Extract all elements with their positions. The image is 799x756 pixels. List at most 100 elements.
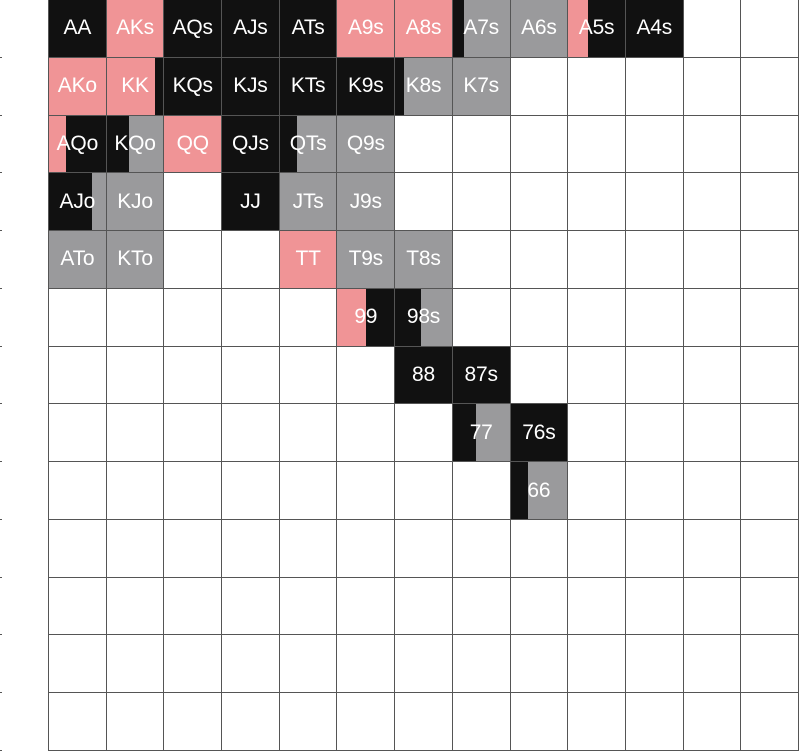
hand-label: KQo [114, 131, 156, 155]
hand-cell: J9s [337, 173, 396, 232]
frequency-segment [452, 404, 476, 462]
empty-cell [568, 173, 626, 232]
hand-label: A8s [405, 16, 442, 40]
hand-cell: 77 [452, 404, 511, 463]
empty-cell [395, 519, 453, 578]
empty-cell [510, 173, 569, 232]
frequency-segment [403, 57, 452, 115]
frequency-segment [279, 57, 337, 115]
empty-cell [452, 635, 511, 694]
hand-cell: K8s [395, 57, 453, 116]
edge-tick [0, 230, 2, 231]
empty-cell [164, 346, 223, 405]
hand-label: QJs [232, 131, 269, 155]
empty-cell [395, 404, 453, 463]
hand-label: 77 [469, 420, 493, 444]
edge-tick [0, 172, 2, 173]
empty-cell [279, 577, 338, 636]
hand-label: 99 [354, 305, 378, 329]
hand-label: A4s [636, 16, 673, 40]
hand-cell: 76s [510, 404, 569, 463]
hand-label: T8s [406, 247, 441, 271]
empty-cell [222, 288, 280, 347]
empty-cell [568, 462, 626, 520]
empty-cell [279, 346, 338, 405]
hand-cell: KTs [279, 57, 338, 116]
hand-label: JTs [292, 189, 324, 213]
empty-cell [625, 173, 684, 232]
hand-label: A5s [578, 16, 615, 40]
frequency-segment [510, 462, 528, 519]
hand-cell: KQo [106, 115, 165, 174]
empty-cell [625, 404, 684, 463]
frequency-segment [49, 57, 106, 115]
frequency-segment [222, 115, 279, 173]
empty-cell [49, 693, 107, 751]
empty-cell [337, 693, 396, 751]
empty-cell [510, 577, 569, 636]
hand-label: AJo [59, 189, 96, 213]
frequency-segment [588, 0, 625, 57]
empty-cell [625, 635, 684, 694]
empty-cell [683, 346, 742, 405]
frequency-segment [222, 57, 279, 115]
hand-cell: 98s [395, 288, 453, 347]
frequency-segment [452, 346, 510, 404]
frequency-segment [49, 173, 92, 231]
hand-cell: AKo [49, 57, 107, 116]
edge-tick [0, 634, 2, 635]
frequency-segment [337, 231, 395, 288]
empty-cell [49, 519, 107, 578]
hand-cell: A4s [625, 0, 684, 58]
empty-cell [164, 404, 223, 463]
hand-label: KQs [172, 74, 213, 98]
empty-cell [337, 519, 396, 578]
empty-cell [510, 115, 569, 174]
empty-cell [568, 115, 626, 174]
empty-cell [164, 462, 223, 520]
empty-cell [106, 462, 165, 520]
frequency-segment [49, 231, 106, 288]
hand-cell: KTo [106, 231, 165, 289]
hand-cell: 66 [510, 462, 569, 520]
hand-label: A6s [521, 16, 557, 40]
hand-cell: QTs [279, 115, 338, 174]
hand-label: KK [121, 74, 149, 98]
empty-cell [741, 577, 799, 636]
frequency-segment [420, 288, 452, 346]
empty-cell [279, 462, 338, 520]
empty-cell [741, 57, 799, 116]
empty-cell [625, 577, 684, 636]
empty-cell [49, 404, 107, 463]
empty-cell [683, 519, 742, 578]
empty-cell [164, 173, 223, 232]
frequency-segment [337, 115, 395, 173]
hand-cell: Q9s [337, 115, 396, 174]
empty-cell [279, 519, 338, 578]
empty-cell [452, 462, 511, 520]
empty-cell [452, 288, 511, 347]
empty-cell [337, 577, 396, 636]
edge-tick [0, 750, 2, 751]
frequency-segment [527, 462, 568, 519]
empty-cell [106, 346, 165, 405]
empty-cell [741, 346, 799, 405]
hand-label: KTs [290, 74, 326, 98]
empty-cell [741, 115, 799, 174]
frequency-segment [337, 288, 366, 346]
frequency-segment [510, 404, 568, 462]
empty-cell [510, 231, 569, 289]
empty-cell [395, 462, 453, 520]
empty-cell [395, 173, 453, 232]
empty-cell [683, 404, 742, 463]
empty-cell [452, 173, 511, 232]
empty-cell [510, 346, 569, 405]
hand-cell: TT [279, 231, 338, 289]
frequency-segment [222, 173, 279, 231]
hand-cell: ATs [279, 0, 338, 58]
empty-cell [568, 693, 626, 751]
hand-label: Q9s [346, 131, 385, 155]
hand-cell: JJ [222, 173, 280, 232]
empty-cell [164, 635, 223, 694]
empty-cell [741, 404, 799, 463]
